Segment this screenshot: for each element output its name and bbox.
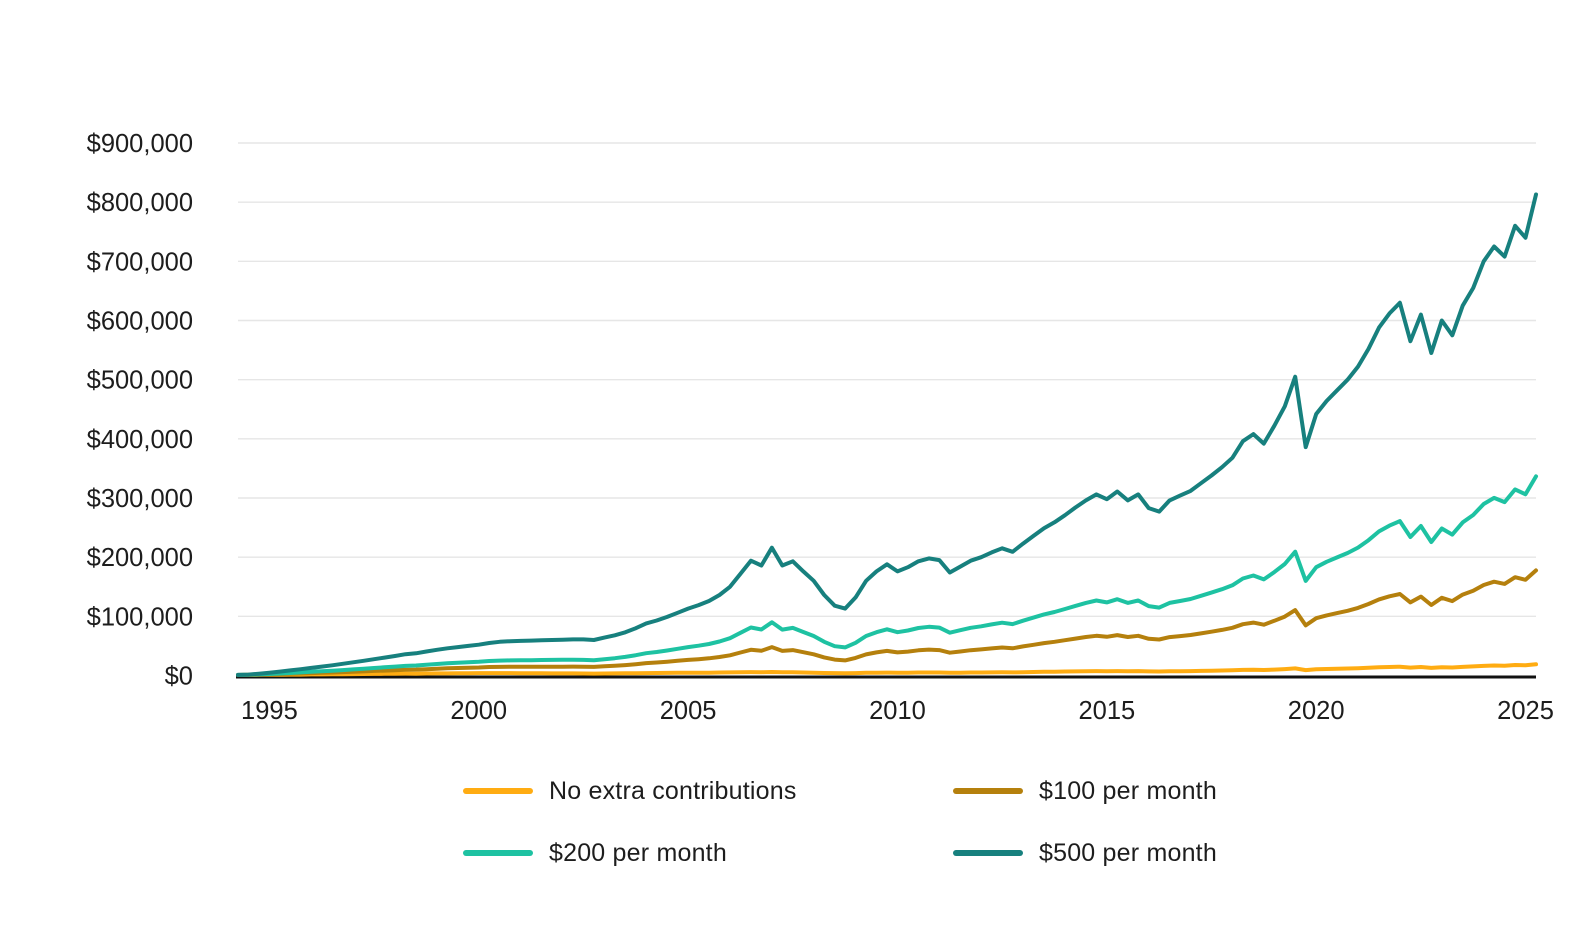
y-tick-label: $500,000 (87, 367, 193, 395)
legend-swatch-no-extra-contributions (463, 788, 533, 794)
y-tick-label: $300,000 (87, 485, 193, 513)
x-tick-label: 2025 (1497, 697, 1554, 725)
legend-item-200-per-month: $200 per month (463, 837, 727, 869)
legend-swatch-500-per-month (953, 850, 1023, 856)
series-line-500-per-month (236, 192, 1538, 677)
legend-label-200-per-month: $200 per month (549, 838, 727, 867)
series-line-200-per-month (236, 474, 1538, 677)
x-tick-label: 2015 (1078, 697, 1135, 725)
legend-swatch-200-per-month (463, 850, 533, 856)
legend-label-no-extra-contributions: No extra contributions (549, 776, 797, 805)
series-line-100-per-month (236, 568, 1538, 677)
y-tick-label: $0 (165, 663, 193, 691)
x-tick-label: 2020 (1288, 697, 1345, 725)
y-tick-label: $700,000 (87, 248, 193, 276)
legend-label-100-per-month: $100 per month (1039, 776, 1217, 805)
y-tick-label: $900,000 (87, 130, 193, 158)
x-tick-label: 2005 (660, 697, 717, 725)
x-tick-label: 2000 (450, 697, 507, 725)
x-tick-label: 2010 (869, 697, 926, 725)
series-line-no-extra-contributions (236, 662, 1538, 677)
legend-item-500-per-month: $500 per month (953, 837, 1217, 869)
legend-swatch-100-per-month (953, 788, 1023, 794)
y-tick-label: $600,000 (87, 308, 193, 336)
legend-item-100-per-month: $100 per month (953, 775, 1217, 807)
legend-item-no-extra-contributions: No extra contributions (463, 775, 797, 807)
y-tick-label: $100,000 (87, 603, 193, 631)
legend-label-500-per-month: $500 per month (1039, 838, 1217, 867)
y-tick-label: $400,000 (87, 426, 193, 454)
y-tick-label: $200,000 (87, 544, 193, 572)
y-tick-label: $800,000 (87, 189, 193, 217)
x-tick-label: 1995 (241, 697, 298, 725)
